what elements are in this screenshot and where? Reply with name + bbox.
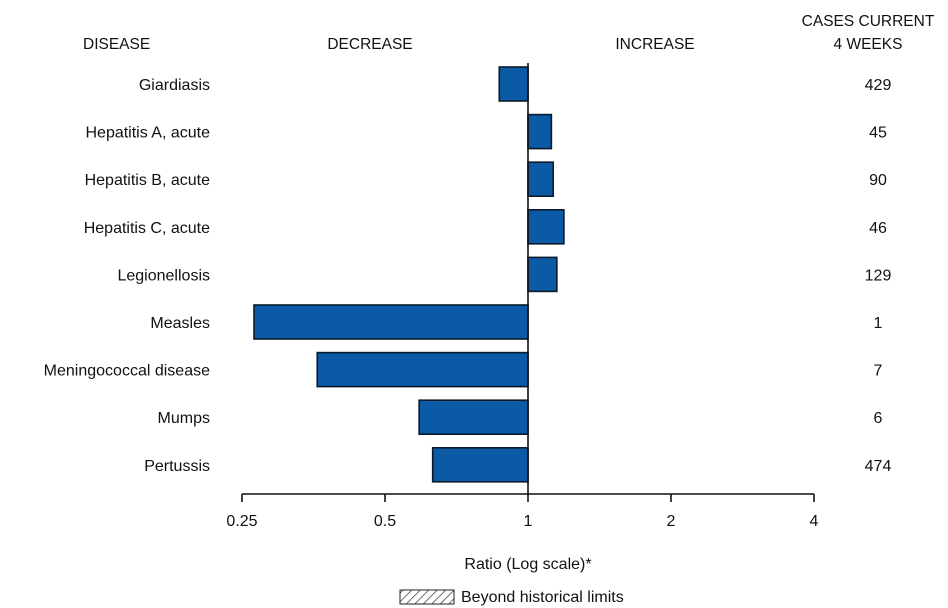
bar	[418, 399, 529, 436]
cases-value: 6	[874, 410, 883, 427]
bars-layer	[253, 66, 565, 483]
category-label: Hepatitis C, acute	[84, 220, 210, 237]
cases-values: 429 45 90 46 129 1 7 6 474	[865, 77, 892, 475]
x-axis-ticks: 0.25 0.5 1 2 4	[226, 494, 819, 530]
cases-value: 1	[874, 315, 883, 332]
x-tick-label: 4	[810, 513, 819, 530]
cases-value: 90	[869, 172, 887, 189]
category-label: Hepatitis B, acute	[85, 172, 211, 189]
header-disease: DISEASE	[83, 36, 150, 53]
category-label: Measles	[150, 315, 210, 332]
category-label: Giardiasis	[139, 77, 210, 94]
x-tick-label: 1	[524, 513, 533, 530]
bar	[431, 446, 529, 483]
bar	[253, 304, 529, 340]
x-tick-label: 0.25	[226, 513, 257, 530]
category-labels: Giardiasis Hepatitis A, acute Hepatitis B,…	[44, 77, 210, 475]
header-increase: INCREASE	[615, 36, 694, 53]
bar	[527, 113, 553, 150]
cases-value: 46	[869, 220, 887, 237]
category-label: Pertussis	[144, 458, 210, 475]
category-label: Hepatitis A, acute	[85, 125, 210, 142]
header-decrease: DECREASE	[327, 36, 412, 53]
cases-value: 45	[869, 125, 887, 142]
category-label: Legionellosis	[117, 267, 210, 284]
header-cases-line2: 4 WEEKS	[834, 36, 903, 53]
bar	[527, 209, 565, 245]
legend-hatch-swatch	[399, 589, 455, 605]
x-axis-title: Ratio (Log scale)*	[464, 556, 591, 573]
category-label: Mumps	[158, 410, 210, 427]
bar	[527, 161, 555, 197]
cases-value: 129	[865, 267, 892, 284]
category-label: Meningococcal disease	[44, 363, 210, 380]
cases-value: 474	[865, 458, 892, 475]
x-tick-label: 2	[667, 513, 676, 530]
bar	[498, 66, 529, 102]
legend-label: Beyond historical limits	[461, 589, 624, 606]
header-cases-line1: CASES CURRENT	[802, 13, 935, 30]
bar	[316, 351, 529, 388]
cases-value: 429	[865, 77, 892, 94]
cases-value: 7	[874, 363, 883, 380]
bar	[527, 256, 558, 293]
x-tick-label: 0.5	[374, 513, 396, 530]
